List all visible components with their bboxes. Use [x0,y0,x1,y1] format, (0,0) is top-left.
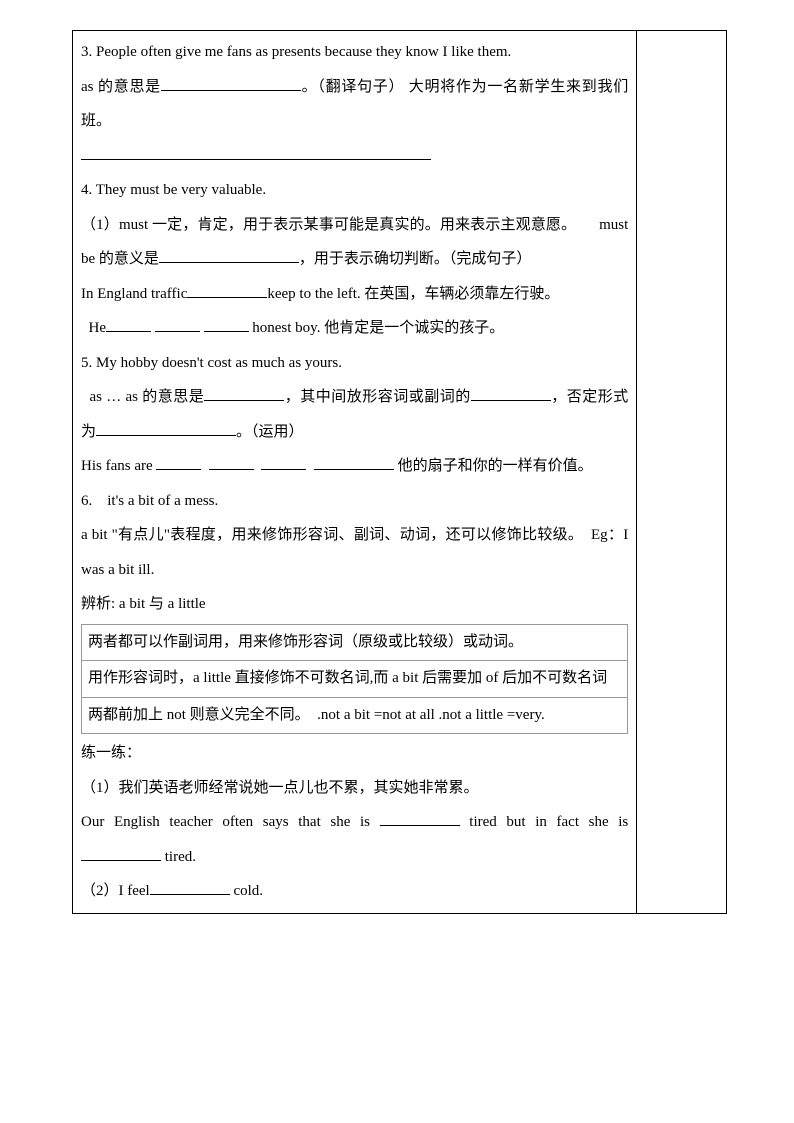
blank-field [314,455,394,470]
q4-line1: 4. They must be very valuable. [81,173,628,208]
blank-field [204,386,284,401]
q4-text-b: ，用于表示确切判断。（完成句子） [299,251,532,267]
q5-text-f: 他的扇子和你的一样有价值。 [398,458,593,474]
comparison-table: 两者都可以作副词用，用来修饰形容词（原级或比较级）或动词。 用作形容词时，a l… [81,624,628,735]
q4-text-d: keep to the left. 在英国，车辆必须靠左行驶。 [267,286,559,302]
q4-line4: He honest boy. 他肯定是一个诚实的孩子。 [81,311,628,346]
side-cell [637,31,727,914]
blank-field [150,880,230,895]
blank-field [161,76,301,91]
blank-field [187,283,267,298]
q6-line1: 6. it's a bit of a mess. [81,484,628,519]
q3-line2: as 的意思是。（翻译句子） 大明将作为一名新学生来到我们班。 [81,70,628,139]
q6-practice-2: （2）I feel cold. [81,874,628,909]
worksheet-table: 3. People often give me fans as presents… [72,30,727,914]
blank-field [471,386,551,401]
blank-field [155,317,200,332]
q3-line1: 3. People often give me fans as presents… [81,35,628,70]
q6-text-e: Our English teacher often says that she … [81,814,380,830]
inner-row-1: 两者都可以作副词用，用来修饰形容词（原级或比较级）或动词。 [82,624,628,661]
q6-line3: 辨析: a bit 与 a little [81,587,628,622]
q4-text-e: He [89,320,107,336]
blank-field [159,248,299,263]
blank-field [204,317,249,332]
q3-blank-line [81,139,628,174]
q4-line3: In England traffic keep to the left. 在英国，… [81,277,628,312]
q6-text-g: tired. [161,849,196,865]
q5-text-b: ，其中间放形容词或副词的 [284,389,471,405]
blank-field [81,846,161,861]
q3-text-a: as 的意思是 [81,79,161,95]
q6-text-h: （2）I feel [81,883,150,899]
blank-field [156,455,201,470]
q6-text-f: tired but in fact she is [460,814,629,830]
main-content-cell: 3. People often give me fans as presents… [73,31,637,914]
q6-practice-1: （1）我们英语老师经常说她一点儿也不累，其实她非常累。 [81,771,628,806]
q5-text-d: 。（运用） [236,424,304,440]
blank-field [81,145,431,160]
q4-text-c: In England traffic [81,286,187,302]
blank-field [209,455,254,470]
blank-field [106,317,151,332]
q6-line2: a bit "有点儿"表程度，用来修饰形容词、副词、动词，还可以修饰比较级。 E… [81,518,628,587]
q5-text-a: as … as 的意思是 [90,389,205,405]
q6-practice-title: 练一练： [81,736,628,771]
q5-line2: as … as 的意思是，其中间放形容词或副词的，否定形式为。（运用） [81,380,628,449]
inner-row-2: 用作形容词时，a little 直接修饰不可数名词,而 a bit 后需要加 o… [82,661,628,698]
blank-field [380,811,460,826]
q6-practice-1-en: Our English teacher often says that she … [81,805,628,874]
q5-line1: 5. My hobby doesn't cost as much as your… [81,346,628,381]
q4-line2: （1）must 一定，肯定，用于表示某事可能是真实的。用来表示主观意愿。 mus… [81,208,628,277]
blank-field [96,421,236,436]
q5-line3: His fans are 他的扇子和你的一样有价值。 [81,449,628,484]
q5-text-e: His fans are [81,458,156,474]
q6-text-i: cold. [230,883,263,899]
q4-text-f: honest boy. 他肯定是一个诚实的孩子。 [252,320,504,336]
blank-field [261,455,306,470]
inner-row-3: 两都前加上 not 则意义完全不同。 .not a bit =not at al… [82,697,628,734]
